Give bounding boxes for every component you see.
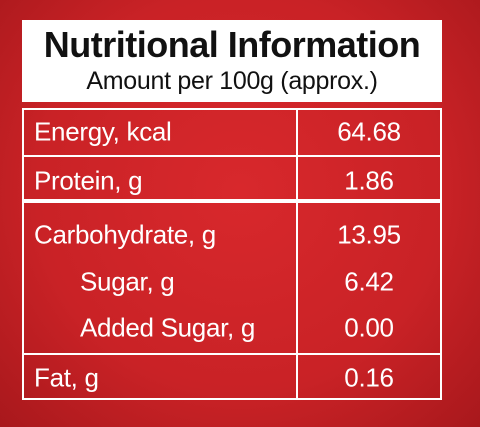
label: Carbohydrate, g bbox=[34, 219, 216, 250]
value: 0.16 bbox=[344, 362, 394, 393]
value: 1.86 bbox=[344, 165, 394, 196]
subtitle: Amount per 100g (approx.) bbox=[86, 67, 378, 95]
divider bbox=[296, 203, 298, 353]
divider bbox=[296, 110, 298, 155]
row: Protein, g 1.86 bbox=[22, 153, 442, 201]
label: Fat, g bbox=[34, 362, 99, 393]
label: Protein, g bbox=[34, 165, 143, 196]
value: 6.42 bbox=[344, 266, 394, 297]
title: Nutritional Information bbox=[43, 24, 421, 65]
divider bbox=[296, 353, 298, 398]
row: Fat, g 0.16 bbox=[22, 353, 442, 400]
value: 0.00 bbox=[344, 312, 394, 343]
value: 64.68 bbox=[337, 116, 401, 147]
label: Added Sugar, g bbox=[80, 312, 256, 343]
label: Sugar, g bbox=[80, 266, 175, 297]
header: Nutritional Information Amount per 100g … bbox=[22, 20, 442, 102]
row-group: Carbohydrate, g 13.95 Sugar, g 6.42 Adde… bbox=[22, 201, 442, 355]
label: Energy, kcal bbox=[34, 116, 172, 147]
value: 13.95 bbox=[337, 219, 401, 250]
row: Energy, kcal 64.68 bbox=[22, 108, 442, 157]
divider bbox=[296, 153, 298, 199]
